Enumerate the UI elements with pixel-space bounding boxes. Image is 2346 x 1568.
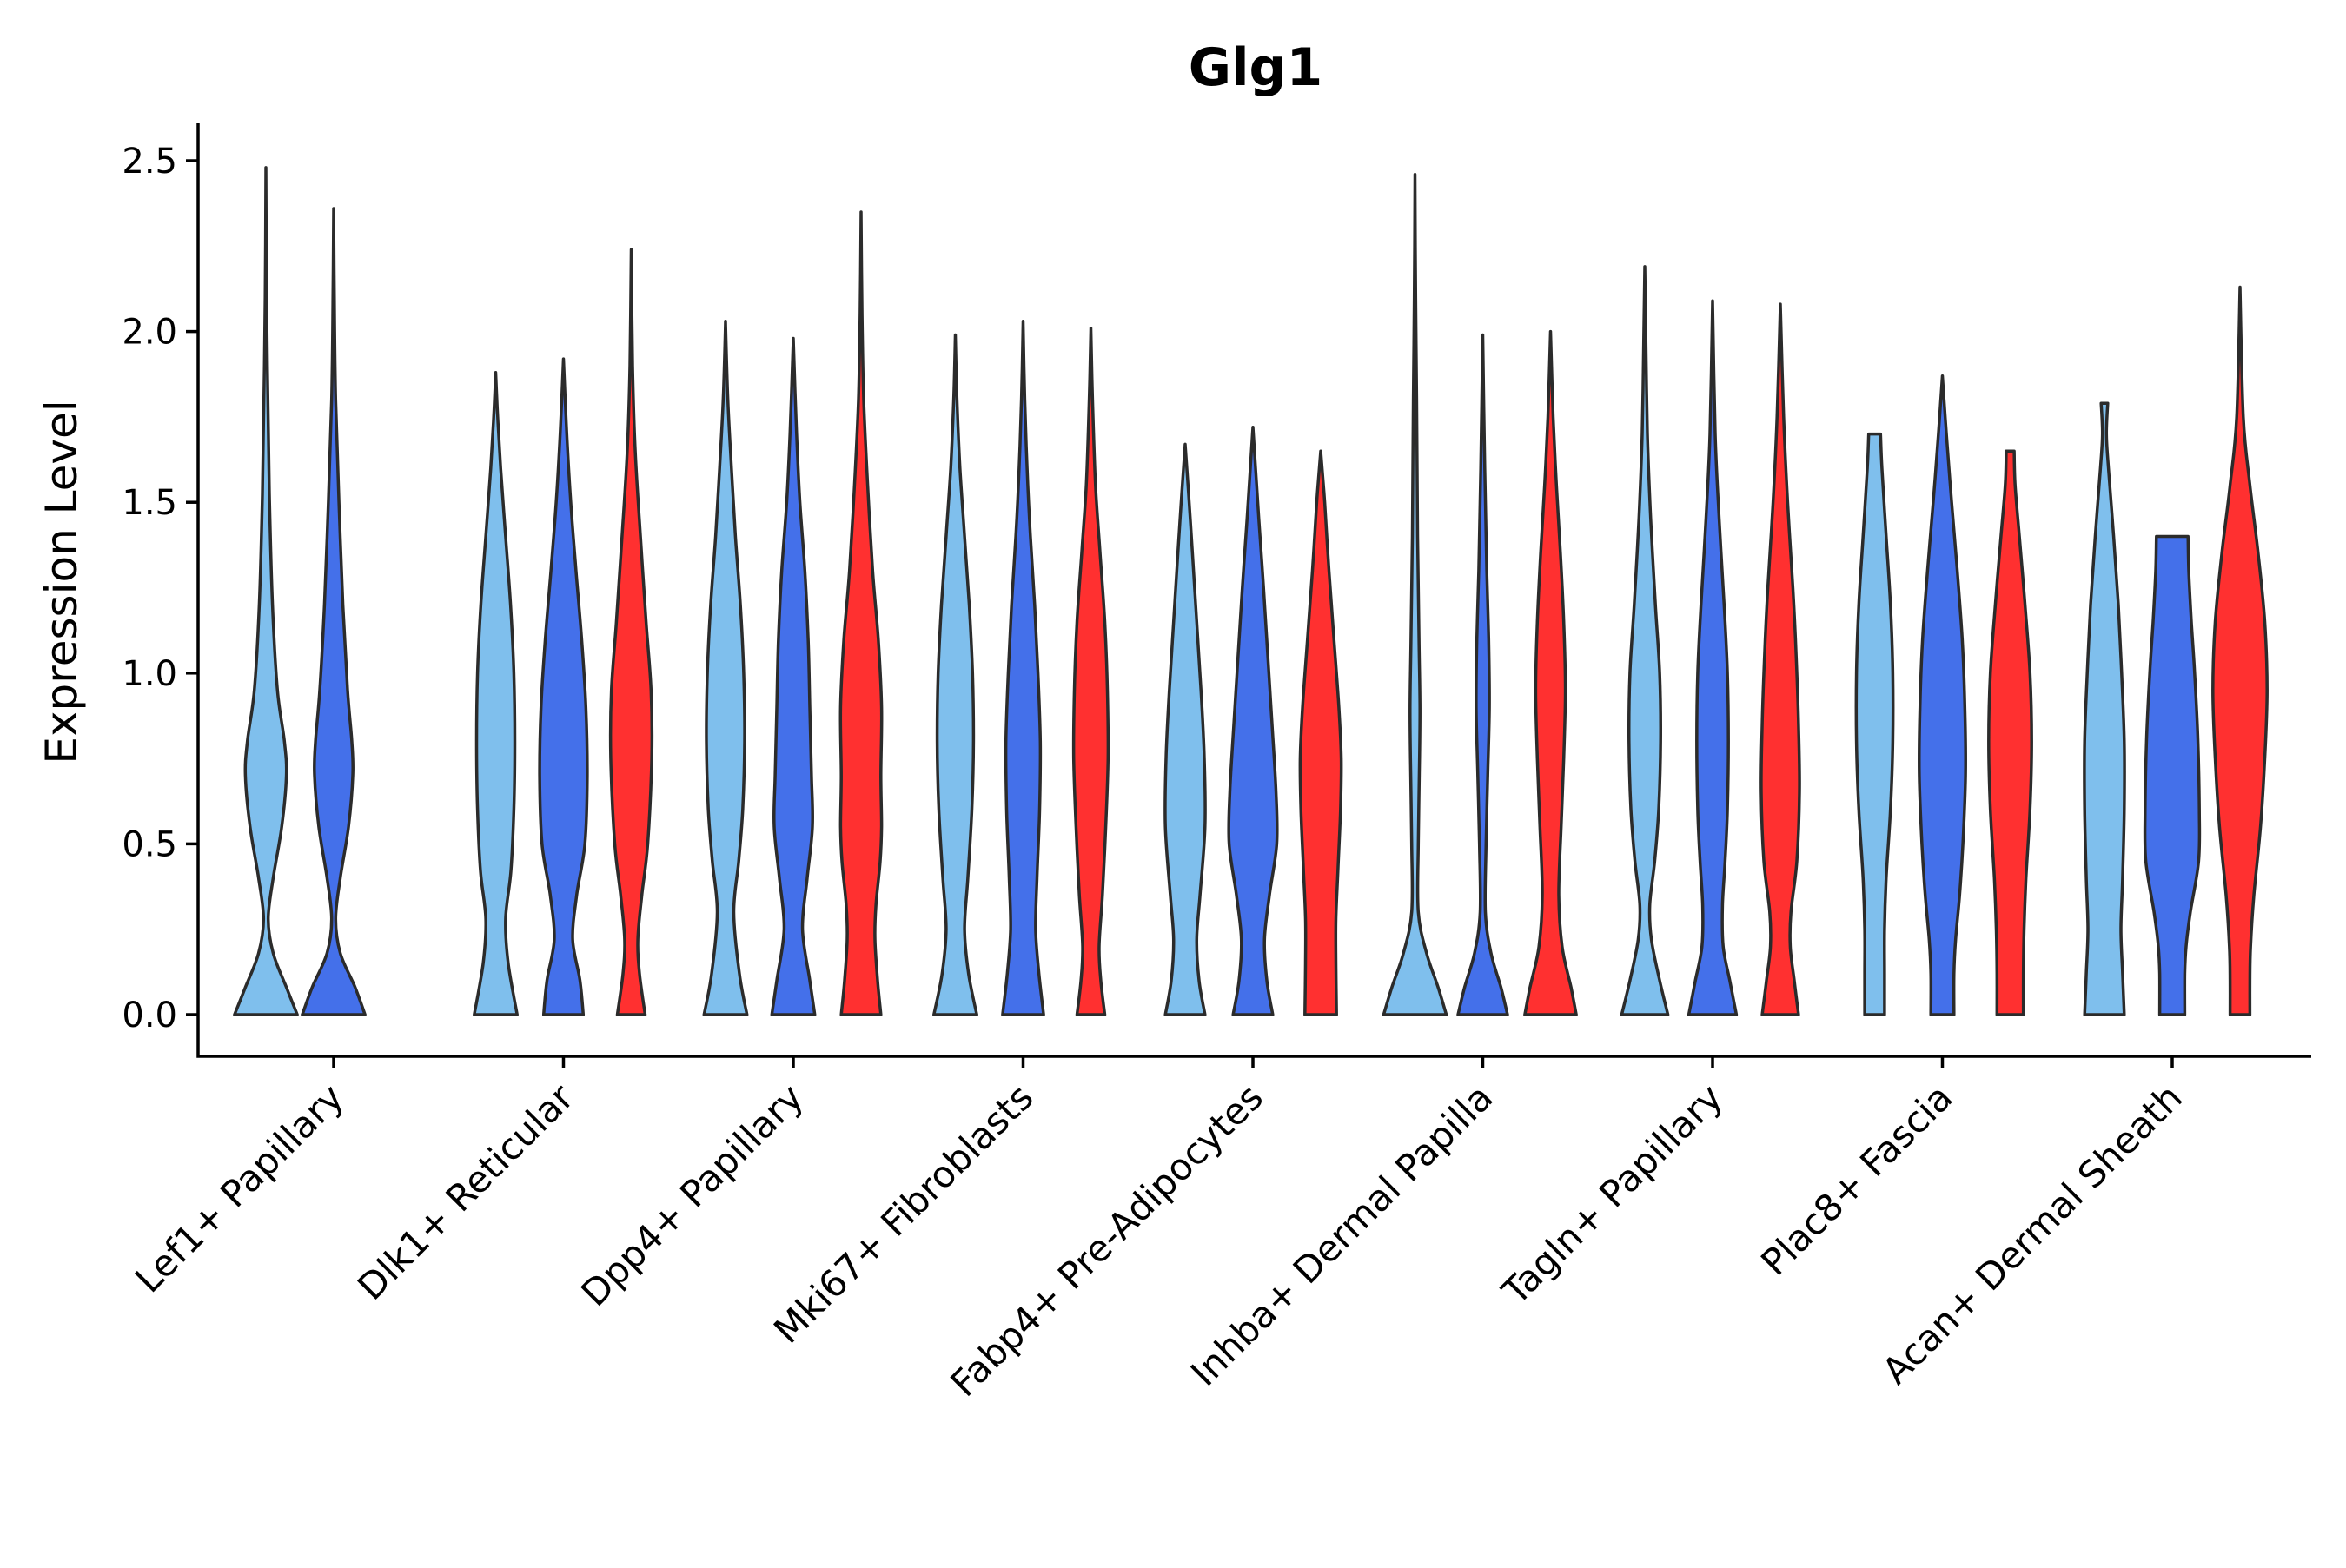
violin-23 <box>2083 401 2126 1016</box>
violin-24 <box>2143 534 2202 1016</box>
violin-20 <box>1854 432 1895 1016</box>
violin-6 <box>770 336 817 1016</box>
violins-layer <box>233 166 2269 1016</box>
violin-1 <box>301 207 367 1016</box>
x-tick-label-6: Tagln+ Papillary <box>1494 1075 1731 1313</box>
axis-lines <box>196 123 2311 1058</box>
violin-7 <box>838 210 884 1016</box>
violin-21 <box>1918 374 1967 1016</box>
y-axis-label: Expression Level <box>36 400 87 764</box>
violin-5 <box>702 320 749 1016</box>
y-tick-label-2: 1.0 <box>122 654 177 694</box>
violin-15 <box>1456 333 1509 1016</box>
violin-12 <box>1227 425 1279 1016</box>
x-tick-label-0: Lef1+ Papillary <box>127 1075 352 1300</box>
violin-17 <box>1620 265 1670 1016</box>
violin-13 <box>1298 449 1343 1016</box>
violin-0 <box>233 166 299 1016</box>
violin-19 <box>1760 302 1801 1016</box>
chart-title: Glg1 <box>1189 37 1323 98</box>
violin-14 <box>1382 172 1448 1016</box>
y-tick-label-3: 1.5 <box>122 483 177 523</box>
violin-8 <box>932 333 978 1016</box>
violin-11 <box>1163 442 1207 1016</box>
violin-9 <box>1001 320 1045 1016</box>
violin-2 <box>473 371 519 1016</box>
y-tick-label-4: 2.0 <box>122 313 177 353</box>
y-tick-label-0: 0.0 <box>122 996 177 1035</box>
violin-4 <box>608 248 654 1016</box>
violin-10 <box>1071 326 1110 1016</box>
violin-25 <box>2211 285 2269 1016</box>
y-tick-label-1: 0.5 <box>122 824 177 864</box>
x-tick-label-1: Dlk1+ Reticular <box>349 1075 582 1308</box>
violin-18 <box>1687 299 1739 1016</box>
violin-3 <box>538 357 589 1016</box>
y-tick-label-5: 2.5 <box>122 142 177 182</box>
violin-16 <box>1523 329 1578 1016</box>
violin-22 <box>1987 449 2033 1016</box>
x-tick-label-2: Dpp4+ Papillary <box>573 1075 812 1314</box>
x-tick-label-7: Plac8+ Fascia <box>1753 1075 1960 1283</box>
x-tick-label-3: Mki67+ Fibroblasts <box>765 1075 1041 1351</box>
